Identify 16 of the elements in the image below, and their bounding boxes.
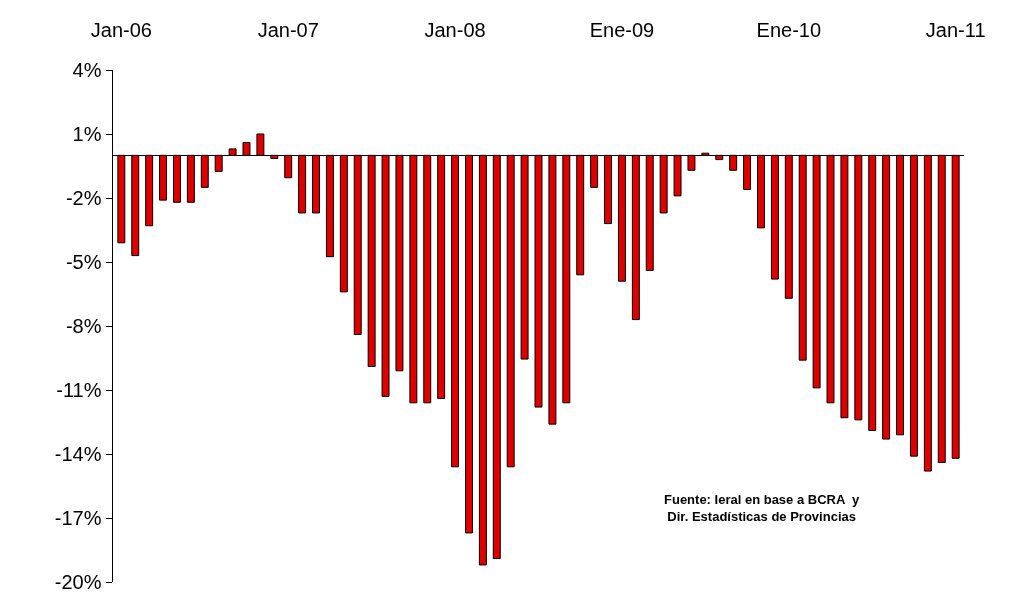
x-tick-label: Ene-09	[589, 19, 655, 41]
y-tick-label: -2%	[65, 187, 102, 209]
x-tick-label: Jan-07	[257, 19, 319, 41]
y-tick-label: 4%	[72, 59, 102, 81]
y-tick-label: -11%	[56, 379, 102, 401]
annotation: Fuente: Ieral en base a BCRA y Dir. Estadísticas de Provincias	[664, 492, 861, 524]
y-tick-label: -17%	[54, 507, 102, 529]
x-tick-label: Jan-11	[925, 19, 986, 41]
y-tick-label: 1%	[72, 123, 102, 145]
x-tick-label: Ene-10	[756, 19, 822, 41]
y-tick-label: -5%	[65, 251, 102, 273]
y-tick-label: -20%	[54, 571, 102, 593]
y-tick-label: -14%	[54, 443, 102, 465]
y-tick-label: -8%	[65, 315, 102, 337]
x-tick-label: Jan-08	[424, 19, 486, 41]
x-tick-label: Jan-06	[90, 19, 152, 41]
